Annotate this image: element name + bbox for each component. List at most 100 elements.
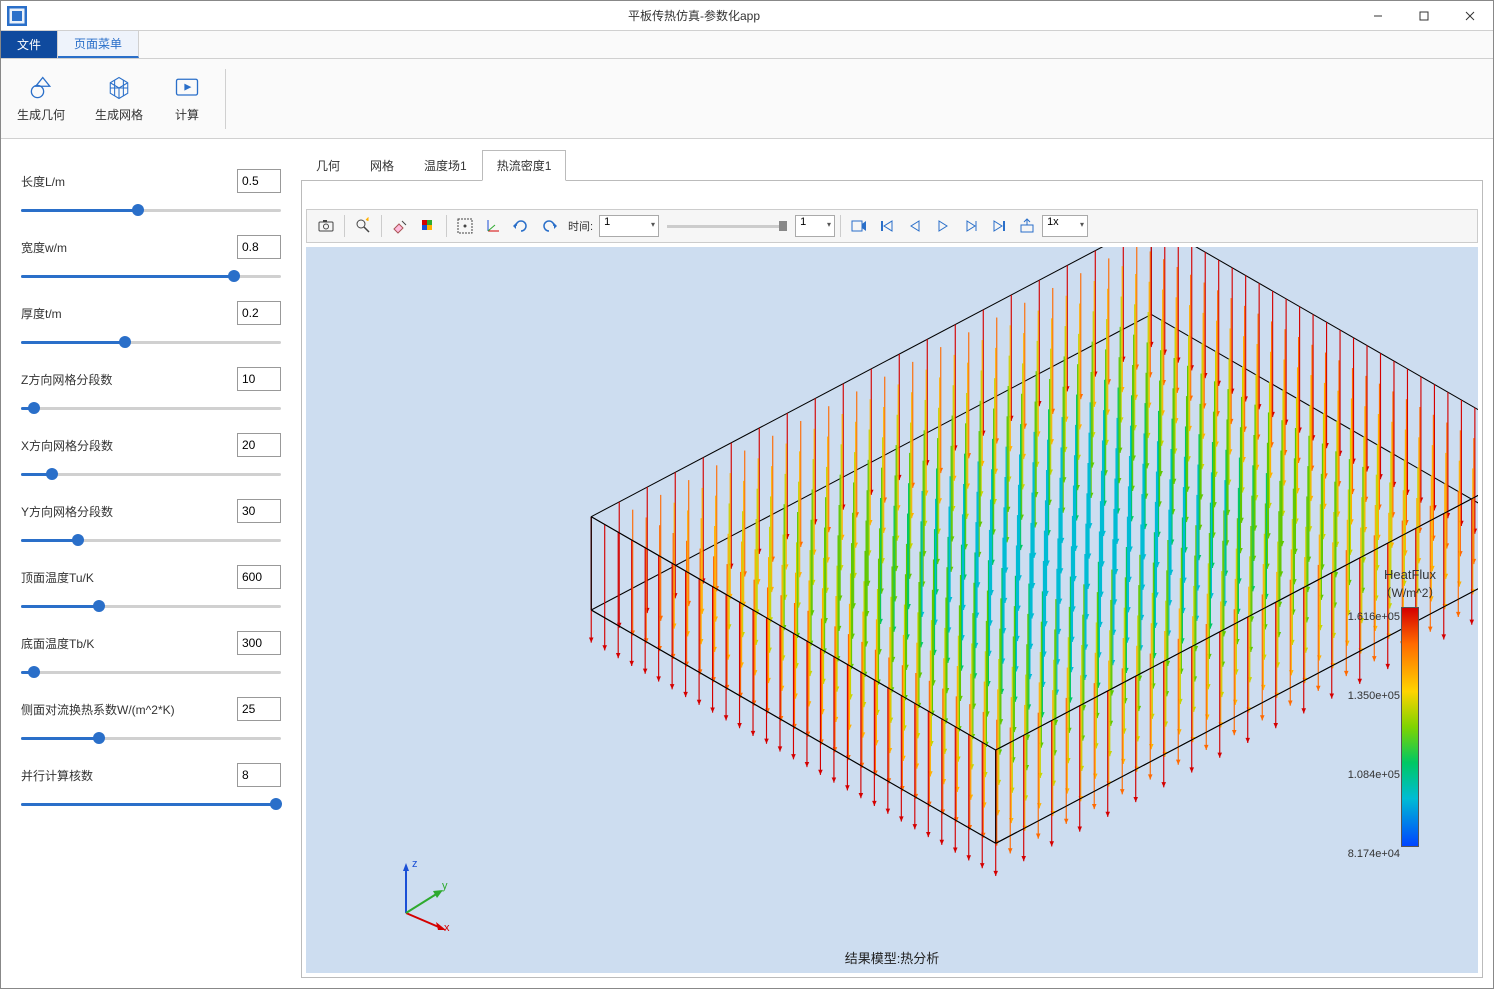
param-slider[interactable] — [21, 269, 281, 283]
record-icon[interactable] — [846, 213, 872, 239]
menu-page[interactable]: 页面菜单 — [58, 31, 139, 58]
viewer-tab[interactable]: 网格 — [355, 150, 409, 181]
ribbon-generate-mesh-label: 生成网格 — [95, 106, 143, 123]
param-input[interactable] — [237, 499, 281, 523]
ribbon: 生成几何 生成网格 计算 — [1, 59, 1493, 139]
close-button[interactable] — [1447, 1, 1493, 31]
legend-title: HeatFlux — [1360, 567, 1460, 582]
param-row: 顶面温度Tu/K — [21, 565, 281, 613]
viewer-tab[interactable]: 温度场1 — [409, 150, 482, 181]
viewer-panel: 时间: 1 1 1x — [301, 181, 1483, 978]
fit-icon[interactable] — [452, 213, 478, 239]
legend-units: （W/m^2） — [1360, 584, 1460, 601]
legend-tick: 1.084e+05 — [1348, 769, 1400, 781]
param-input[interactable] — [237, 565, 281, 589]
param-slider[interactable] — [21, 665, 281, 679]
param-label: 底面温度Tb/K — [21, 635, 94, 652]
app-icon — [7, 6, 27, 26]
param-label: Z方向网格分段数 — [21, 371, 112, 388]
viewer-tab[interactable]: 热流密度1 — [482, 150, 567, 181]
color-legend: HeatFlux （W/m^2） 1.616e+051.350e+051.084… — [1360, 567, 1460, 847]
ribbon-separator — [225, 69, 226, 129]
axis-triad: z x y — [386, 853, 466, 933]
main-area: 长度L/m 宽度w/m 厚度t/m Z方向网格分段数 — [1, 139, 1493, 988]
clear-icon[interactable] — [387, 213, 413, 239]
param-label: 长度L/m — [21, 173, 65, 190]
viewer-footer-label: 结果模型:热分析 — [845, 948, 940, 967]
param-slider[interactable] — [21, 533, 281, 547]
menubar: 文件 页面菜单 — [1, 31, 1493, 59]
window-title: 平板传热仿真-参数化app — [33, 7, 1355, 24]
rotate-cw-icon[interactable] — [508, 213, 534, 239]
param-row: 侧面对流换热系数W/(m^2*K) — [21, 697, 281, 745]
param-row: 厚度t/m — [21, 301, 281, 349]
param-slider[interactable] — [21, 599, 281, 613]
speed-select[interactable]: 1x — [1042, 215, 1088, 237]
param-input[interactable] — [237, 631, 281, 655]
param-input[interactable] — [237, 697, 281, 721]
legend-colorbar — [1401, 607, 1419, 847]
param-input[interactable] — [237, 235, 281, 259]
minimize-button[interactable] — [1355, 1, 1401, 31]
legend-tick: 1.350e+05 — [1348, 690, 1400, 702]
time-slider[interactable] — [667, 225, 787, 228]
param-label: 宽度w/m — [21, 239, 67, 256]
play-icon[interactable] — [930, 213, 956, 239]
svg-text:y: y — [442, 880, 448, 892]
maximize-button[interactable] — [1401, 1, 1447, 31]
param-row: X方向网格分段数 — [21, 433, 281, 481]
legend-tick: 8.174e+04 — [1348, 848, 1400, 860]
param-row: Z方向网格分段数 — [21, 367, 281, 415]
time-label: 时间: — [568, 218, 593, 234]
titlebar: 平板传热仿真-参数化app — [1, 1, 1493, 31]
menu-file[interactable]: 文件 — [1, 31, 58, 58]
first-frame-icon[interactable] — [874, 213, 900, 239]
ribbon-compute-label: 计算 — [175, 106, 199, 123]
viewer-toolbar: 时间: 1 1 1x — [306, 209, 1478, 243]
camera-icon[interactable] — [313, 213, 339, 239]
axes-icon[interactable] — [480, 213, 506, 239]
param-slider[interactable] — [21, 731, 281, 745]
param-label: 侧面对流换热系数W/(m^2*K) — [21, 701, 175, 718]
param-label: Y方向网格分段数 — [21, 503, 113, 520]
legend-tick: 1.616e+05 — [1348, 611, 1400, 623]
ribbon-generate-geometry[interactable]: 生成几何 — [11, 70, 71, 127]
prev-frame-icon[interactable] — [902, 213, 928, 239]
param-slider[interactable] — [21, 203, 281, 217]
last-frame-icon[interactable] — [986, 213, 1012, 239]
zoom-icon[interactable] — [350, 213, 376, 239]
viewer-tabs: 几何网格温度场1热流密度1 — [301, 149, 1483, 181]
param-input[interactable] — [237, 301, 281, 325]
param-input[interactable] — [237, 763, 281, 787]
param-row: 宽度w/m — [21, 235, 281, 283]
next-frame-icon[interactable] — [958, 213, 984, 239]
param-label: 并行计算核数 — [21, 767, 93, 784]
param-slider[interactable] — [21, 401, 281, 415]
param-label: X方向网格分段数 — [21, 437, 113, 454]
scene-svg — [306, 247, 1478, 973]
param-slider[interactable] — [21, 797, 281, 811]
viewer-canvas[interactable]: z x y HeatFlux （W/m^2） 1.616e+051.350e+0… — [306, 247, 1478, 973]
frame-select[interactable]: 1 — [795, 215, 835, 237]
svg-text:x: x — [444, 922, 450, 933]
svg-text:z: z — [412, 858, 418, 870]
param-label: 厚度t/m — [21, 305, 62, 322]
time-select[interactable]: 1 — [599, 215, 659, 237]
param-input[interactable] — [237, 433, 281, 457]
parameter-sidebar: 长度L/m 宽度w/m 厚度t/m Z方向网格分段数 — [1, 139, 301, 988]
ribbon-compute[interactable]: 计算 — [167, 70, 207, 127]
param-label: 顶面温度Tu/K — [21, 569, 94, 586]
viewer-tab[interactable]: 几何 — [301, 150, 355, 181]
param-row: 并行计算核数 — [21, 763, 281, 811]
param-slider[interactable] — [21, 467, 281, 481]
ribbon-generate-geometry-label: 生成几何 — [17, 106, 65, 123]
cube-color-icon[interactable] — [415, 213, 441, 239]
export-icon[interactable] — [1014, 213, 1040, 239]
param-input[interactable] — [237, 169, 281, 193]
ribbon-generate-mesh[interactable]: 生成网格 — [89, 70, 149, 127]
param-input[interactable] — [237, 367, 281, 391]
param-slider[interactable] — [21, 335, 281, 349]
param-row: 底面温度Tb/K — [21, 631, 281, 679]
param-row: 长度L/m — [21, 169, 281, 217]
rotate-ccw-icon[interactable] — [536, 213, 562, 239]
